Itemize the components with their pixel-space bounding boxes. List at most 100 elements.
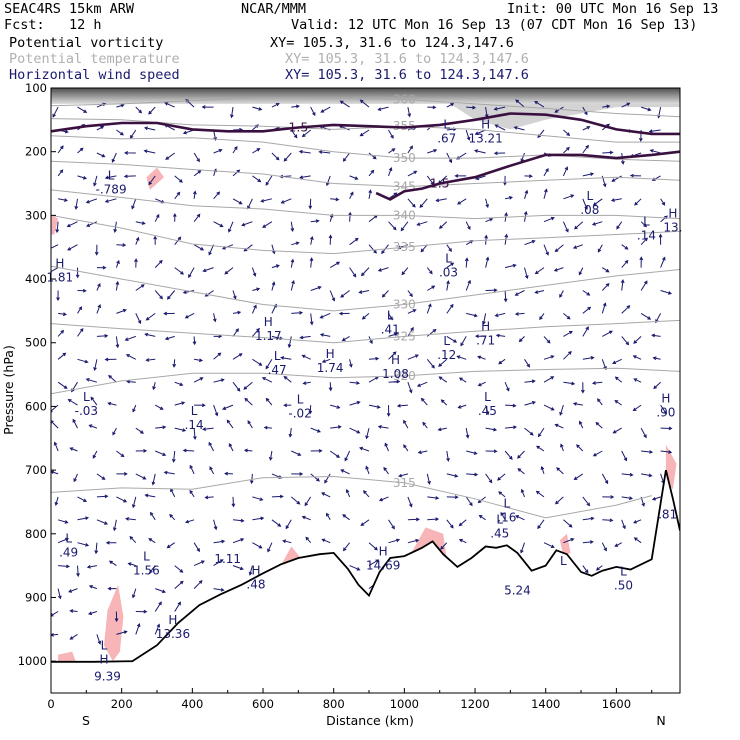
wind-vector-568 xyxy=(560,443,564,452)
wind-vector-422 xyxy=(420,244,428,253)
extremum-value-4: 1.17 xyxy=(255,329,282,343)
low-pv-shading-0 xyxy=(104,584,124,662)
wind-vector-161 xyxy=(170,488,176,498)
wind-vector-600 xyxy=(597,244,603,253)
theta-contour-320 xyxy=(51,367,680,395)
wind-vector-331 xyxy=(326,512,331,521)
wind-vector-604 xyxy=(602,330,613,337)
wind-vector-533 xyxy=(534,100,545,108)
wind-vector-14 xyxy=(51,420,59,429)
wind-vector-581 xyxy=(582,290,591,296)
wind-vector-282 xyxy=(291,310,304,315)
extremum-value-21: .45 xyxy=(490,526,509,540)
wind-vector-258 xyxy=(262,221,273,228)
wind-vector-520 xyxy=(524,267,529,280)
wind-vector-567 xyxy=(554,423,564,429)
wind-vector-455 xyxy=(466,105,477,110)
wind-vector-430 xyxy=(422,421,428,429)
wind-vector-207 xyxy=(213,519,218,531)
wind-vector-471 xyxy=(466,472,479,477)
wind-vector-638 xyxy=(629,173,642,178)
theta-label-330: 330 xyxy=(393,298,416,312)
x-tick-label-1000: 1000 xyxy=(390,697,419,711)
wind-vector-227 xyxy=(224,471,234,476)
wind-vector-529 xyxy=(517,468,525,475)
legend-pv-name: Potential vorticity xyxy=(9,35,164,51)
wind-vector-184 xyxy=(189,489,195,498)
wind-vector-401 xyxy=(400,221,409,232)
extremum-marker-6: H xyxy=(326,347,335,361)
theta-label-315: 315 xyxy=(393,476,416,490)
wind-vector-494 xyxy=(493,106,506,111)
wind-vector-296 xyxy=(299,175,311,180)
wind-vector-302 xyxy=(309,313,314,326)
theta-contour-335 xyxy=(51,214,680,255)
wind-vector-89 xyxy=(116,496,128,503)
wind-vector-139 xyxy=(148,538,156,544)
wind-vector-585 xyxy=(580,382,585,394)
wind-vector-323 xyxy=(319,333,331,337)
wind-vector-134 xyxy=(155,425,167,430)
wind-vector-656 xyxy=(648,129,661,134)
wind-vector-147 xyxy=(174,175,183,183)
wind-vector-395 xyxy=(388,538,401,544)
wind-vector-165 xyxy=(174,580,184,589)
wind-vector-391 xyxy=(384,442,389,452)
wind-vector-149 xyxy=(172,212,177,222)
wind-vector-404 xyxy=(407,290,413,298)
wind-vector-348 xyxy=(344,450,351,462)
wind-vector-133 xyxy=(154,404,164,410)
wind-vector-153 xyxy=(163,311,175,316)
wind-vector-112 xyxy=(135,473,147,480)
extremum-value-13: .03 xyxy=(439,265,458,279)
wind-vector-379 xyxy=(388,167,393,177)
wind-vector-373 xyxy=(368,542,378,551)
wind-vector-561 xyxy=(559,290,564,299)
wind-vector-163 xyxy=(166,542,175,549)
extremum-marker-19: H xyxy=(661,391,670,405)
wind-vector-412 xyxy=(398,473,409,478)
wind-vector-547 xyxy=(537,427,545,438)
wind-vector-45 xyxy=(68,588,78,593)
extremum-marker-18: H xyxy=(668,207,677,221)
wind-vector-584 xyxy=(582,356,595,360)
y-tick-label-300: 300 xyxy=(25,208,47,222)
wind-vector-78 xyxy=(116,243,127,247)
extremum-marker-0: L xyxy=(108,169,115,183)
wind-vector-439 xyxy=(435,198,447,203)
wind-vector-560 xyxy=(553,267,564,272)
wind-vector-312 xyxy=(305,536,312,544)
wind-vector-423 xyxy=(426,267,433,275)
wind-vector-132 xyxy=(152,382,156,391)
wind-vector-543 xyxy=(543,336,551,344)
extremum-marker-33: H xyxy=(251,563,260,577)
wind-vector-536 xyxy=(543,168,549,177)
extremum-marker-1: H xyxy=(55,256,64,270)
extremum-marker-15: H xyxy=(481,118,490,132)
terrain-fill xyxy=(51,470,680,693)
theta-contour-340 xyxy=(51,189,680,220)
wind-vector-432 xyxy=(426,473,431,485)
wind-vector-485 xyxy=(474,334,486,339)
wind-vector-519 xyxy=(524,240,536,246)
wind-vector-52 xyxy=(85,198,98,204)
wind-vector-532 xyxy=(520,542,525,554)
wind-vector-329 xyxy=(324,473,331,484)
wind-vector-632 xyxy=(621,496,634,500)
wind-vector-333 xyxy=(339,100,350,108)
x-tick-label-1200: 1200 xyxy=(460,697,489,711)
wind-vector-192 xyxy=(213,168,217,177)
wind-vector-113 xyxy=(131,496,137,509)
wind-vector-523 xyxy=(518,336,525,343)
extremum-marker-16: L xyxy=(587,189,594,203)
wind-vector-517 xyxy=(524,189,529,199)
x-tick-label-1600: 1600 xyxy=(602,697,631,711)
wind-vector-309 xyxy=(310,473,320,482)
wind-vector-8 xyxy=(56,290,60,302)
wind-vector-135 xyxy=(155,450,167,456)
wind-vector-490 xyxy=(485,449,498,454)
wind-vector-392 xyxy=(383,466,389,475)
extremum-marker-12: L xyxy=(484,390,491,404)
wind-vector-277 xyxy=(280,198,292,204)
wind-vector-433 xyxy=(427,496,440,500)
